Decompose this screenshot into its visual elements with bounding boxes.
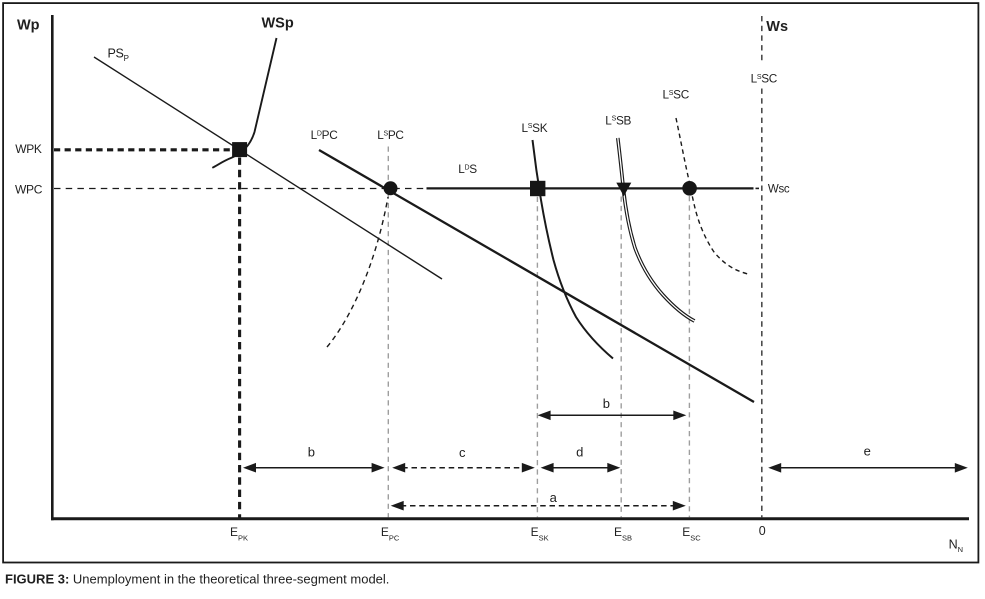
svg-text:WSp: WSp (262, 16, 294, 32)
svg-text:WPC: WPC (15, 182, 43, 196)
svg-text:LSSC: LSSC (751, 72, 778, 86)
svg-text:LDPC: LDPC (311, 128, 339, 142)
svg-text:0: 0 (759, 524, 766, 538)
svg-text:e: e (864, 444, 871, 459)
svg-text:d: d (576, 445, 583, 460)
svg-text:a: a (550, 490, 558, 505)
svg-text:LDS: LDS (458, 162, 477, 176)
svg-text:b: b (603, 396, 610, 411)
svg-text:LSSB: LSSB (605, 113, 631, 127)
svg-text:WPK: WPK (15, 142, 42, 156)
svg-text:LSSC: LSSC (663, 88, 690, 102)
svg-text:FIGURE 3: Unemployment in the: FIGURE 3: Unemployment in the theoretica… (5, 571, 389, 586)
svg-text:b: b (308, 445, 315, 460)
svg-text:Ws: Ws (766, 19, 788, 35)
svg-text:LSSK: LSSK (522, 121, 548, 135)
svg-text:Wsc: Wsc (768, 184, 790, 196)
svg-text:LSPC: LSPC (377, 128, 404, 142)
svg-text:PSP: PSP (108, 47, 129, 64)
svg-text:Wp: Wp (17, 18, 40, 34)
svg-text:c: c (459, 445, 466, 460)
